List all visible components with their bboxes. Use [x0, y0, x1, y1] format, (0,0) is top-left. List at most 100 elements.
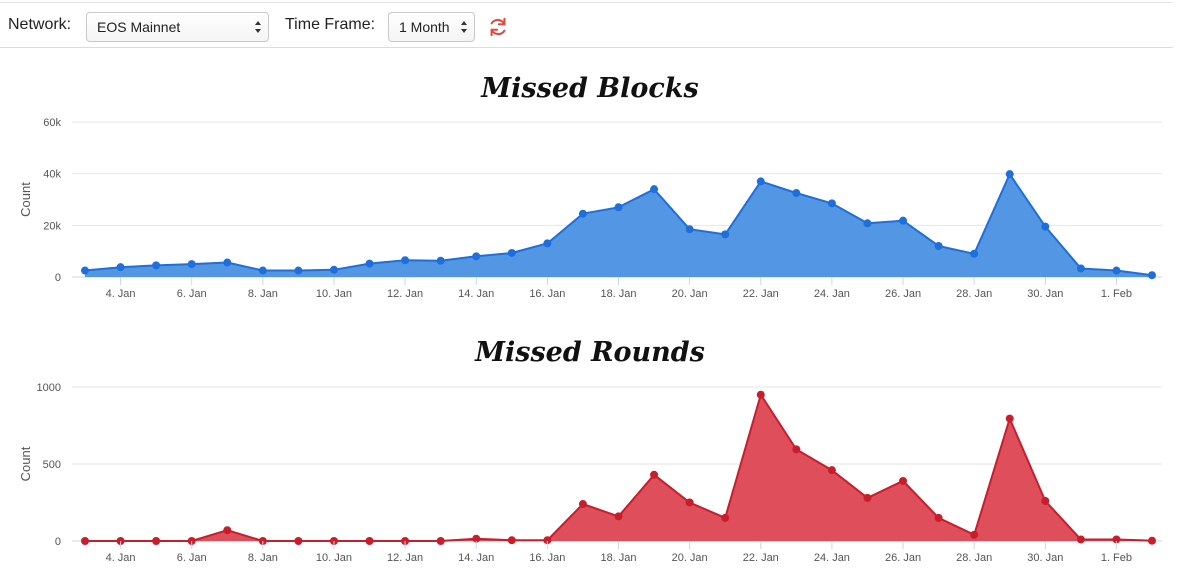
data-point: [650, 470, 659, 479]
data-point: [258, 266, 267, 275]
toolbar: Network: EOS Mainnet Time Frame: 1 Month: [0, 2, 1173, 48]
data-point: [81, 266, 89, 275]
x-tick-label: 4. Jan: [106, 552, 136, 564]
data-point: [223, 258, 232, 267]
data-point: [1112, 266, 1121, 275]
y-axis-label: Count: [18, 446, 33, 481]
data-point: [863, 493, 872, 502]
timeframe-select[interactable]: 1 Month: [388, 12, 475, 42]
network-select-value: EOS Mainnet: [97, 19, 181, 35]
data-point: [401, 256, 410, 265]
x-tick-label: 18. Jan: [600, 552, 636, 564]
data-point: [223, 526, 232, 535]
data-point: [1005, 414, 1014, 423]
missed-blocks-chart: Missed Blocks Count 0 20k 40k 60k 4. Jan 6. Jan…: [18, 73, 1162, 300]
x-tick-label: 4. Jan: [106, 288, 136, 300]
data-point: [1041, 222, 1050, 231]
x-tick-label: 8. Jan: [248, 552, 278, 564]
select-arrows-icon: [255, 21, 261, 33]
x-tick-label: 22. Jan: [743, 552, 779, 564]
data-point: [1076, 535, 1085, 544]
data-point: [436, 256, 445, 265]
data-point: [436, 537, 445, 545]
data-point: [507, 536, 516, 545]
data-point: [152, 261, 161, 270]
network-label: Network:: [8, 16, 72, 33]
x-tick-label: 1. Feb: [1101, 552, 1132, 564]
data-point: [294, 537, 303, 545]
x-tick-label: 14. Jan: [458, 288, 494, 300]
timeframe-select-value: 1 Month: [399, 19, 450, 35]
x-tick-label: 22. Jan: [743, 288, 779, 300]
data-point: [1076, 264, 1085, 273]
network-select[interactable]: EOS Mainnet: [86, 12, 269, 42]
x-tick-label: 8. Jan: [248, 288, 278, 300]
data-point: [899, 476, 908, 485]
data-point: [970, 249, 979, 258]
data-point: [756, 177, 765, 186]
x-tick-label: 1. Feb: [1101, 288, 1132, 300]
data-point: [792, 189, 801, 198]
x-tick-label: 20. Jan: [672, 288, 708, 300]
data-point: [721, 513, 730, 522]
data-point: [792, 445, 801, 454]
data-point: [329, 265, 338, 274]
x-tick-label: 28. Jan: [956, 288, 992, 300]
x-tick-label: 12. Jan: [387, 552, 423, 564]
y-tick-label: 60k: [43, 117, 61, 129]
data-point: [1112, 535, 1121, 544]
data-point: [116, 263, 125, 272]
data-point: [365, 259, 374, 268]
series-area: [85, 394, 1152, 541]
data-point: [472, 252, 481, 261]
data-point: [152, 537, 161, 545]
data-point: [472, 534, 481, 543]
x-tick-label: 14. Jan: [458, 552, 494, 564]
data-point: [614, 203, 623, 212]
x-tick-label: 30. Jan: [1027, 552, 1063, 564]
data-point: [1148, 271, 1156, 280]
x-tick-label: 26. Jan: [885, 552, 921, 564]
data-point: [543, 536, 552, 545]
refresh-icon[interactable]: [487, 16, 509, 38]
data-point: [1005, 170, 1014, 179]
data-point: [685, 498, 694, 507]
data-point: [650, 185, 659, 194]
x-tick-label: 6. Jan: [177, 552, 207, 564]
x-tick-label: 24. Jan: [814, 552, 850, 564]
data-point: [1148, 536, 1156, 545]
data-point: [365, 537, 374, 545]
y-tick-label: 1000: [37, 382, 61, 394]
y-tick-label: 20k: [43, 220, 61, 232]
data-point: [578, 500, 587, 509]
x-tick-label: 30. Jan: [1027, 288, 1063, 300]
y-tick-label: 0: [55, 536, 61, 548]
chart-title: Missed Blocks: [480, 73, 698, 104]
x-tick-label: 10. Jan: [316, 552, 352, 564]
x-tick-label: 12. Jan: [387, 288, 423, 300]
x-tick-label: 24. Jan: [814, 288, 850, 300]
data-point: [1041, 496, 1050, 505]
missed-rounds-chart: Missed Rounds Count 0 500 1000 4. Jan 6. Jan 8.…: [18, 337, 1162, 564]
x-tick-label: 16. Jan: [529, 552, 565, 564]
chart-title: Missed Rounds: [474, 337, 705, 368]
data-point: [721, 230, 730, 239]
x-tick-label: 10. Jan: [316, 288, 352, 300]
data-point: [543, 239, 552, 248]
data-point: [934, 513, 943, 522]
data-point: [81, 537, 89, 545]
data-point: [685, 225, 694, 234]
data-point: [294, 266, 303, 275]
x-tick-label: 20. Jan: [672, 552, 708, 564]
data-point: [614, 512, 623, 521]
y-tick-label: 0: [55, 272, 61, 284]
data-point: [934, 242, 943, 250]
y-tick-label: 500: [43, 459, 61, 471]
data-point: [756, 390, 765, 399]
data-point: [827, 466, 836, 475]
x-tick-label: 16. Jan: [529, 288, 565, 300]
data-point: [899, 216, 908, 225]
data-point: [187, 260, 196, 269]
data-point: [970, 530, 979, 539]
x-tick-label: 28. Jan: [956, 552, 992, 564]
